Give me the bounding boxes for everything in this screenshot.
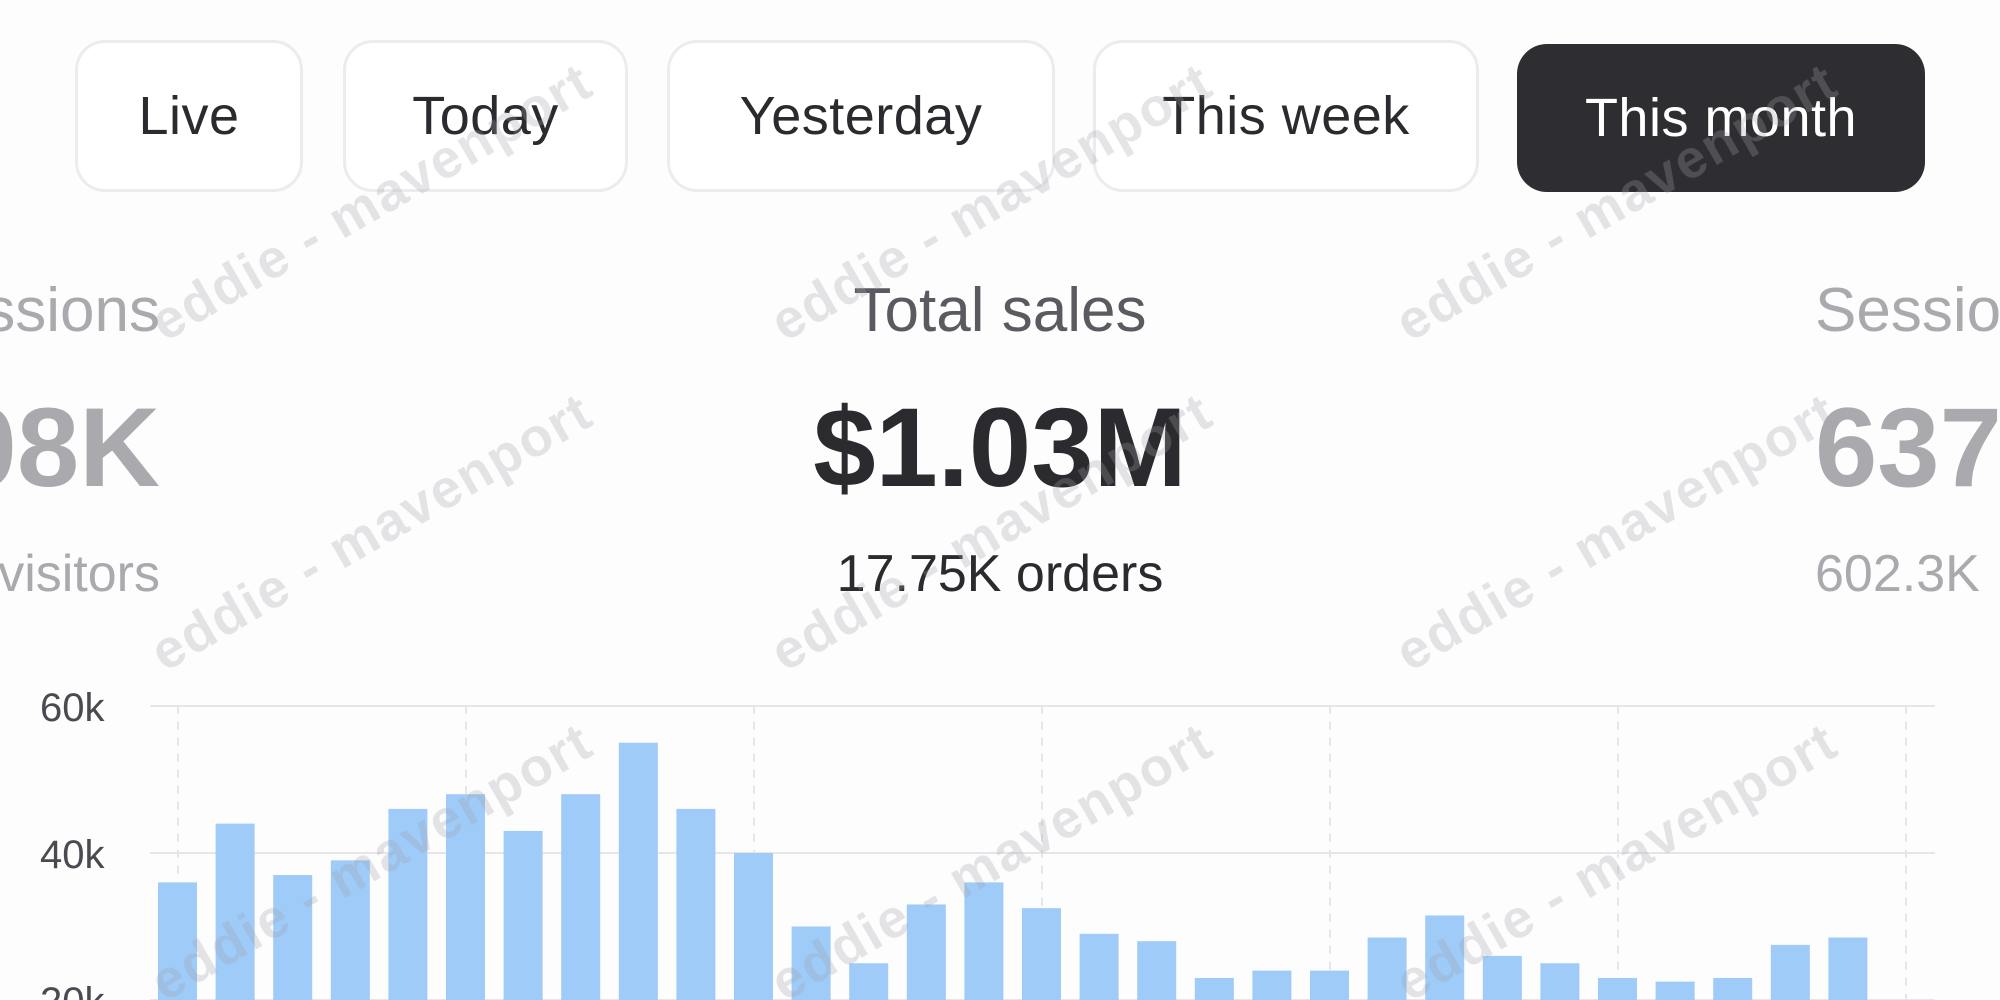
chart-bar[interactable] bbox=[215, 823, 255, 1000]
chart-bar[interactable] bbox=[1598, 977, 1637, 1000]
chart-bar[interactable] bbox=[388, 808, 428, 1000]
chart-bar[interactable] bbox=[1194, 977, 1234, 1000]
filter-live-button[interactable]: Live bbox=[75, 40, 303, 192]
stat-card-sessions-next[interactable]: Sessio 637 602.3K bbox=[1815, 276, 2000, 603]
stat-subvalue: 17.75K orders bbox=[836, 545, 1164, 603]
chart-bar[interactable] bbox=[964, 882, 1004, 1000]
stat-value: 08K bbox=[0, 385, 160, 510]
y-tick-label: 20k bbox=[40, 980, 105, 1000]
chart-bar[interactable] bbox=[273, 875, 313, 1000]
chart-bar[interactable] bbox=[503, 830, 543, 1000]
chart-bar[interactable] bbox=[906, 904, 946, 1000]
y-tick-label: 40k bbox=[40, 833, 105, 877]
stat-subvalue: 602.3K bbox=[1815, 545, 1980, 603]
chart-bar[interactable] bbox=[446, 794, 485, 1000]
chart-bar[interactable] bbox=[1482, 955, 1522, 1000]
chart-bar[interactable] bbox=[158, 882, 197, 1000]
chart-bar[interactable] bbox=[1770, 944, 1810, 1000]
sales-bar-chart: 60k 40k 20k bbox=[40, 686, 1935, 1000]
stat-label: ssions bbox=[0, 276, 160, 345]
stat-label: Sessio bbox=[1815, 276, 2000, 345]
chart-bar[interactable] bbox=[1137, 941, 1177, 1000]
chart-bar[interactable] bbox=[561, 794, 601, 1000]
chart-bar[interactable] bbox=[849, 963, 889, 1000]
chart-bar[interactable] bbox=[1655, 981, 1695, 1000]
stat-card-sessions-prev[interactable]: ssions 08K visitors bbox=[0, 276, 160, 603]
chart-bar[interactable] bbox=[676, 808, 716, 1000]
filter-today-button[interactable]: Today bbox=[343, 40, 628, 192]
chart-bar[interactable] bbox=[791, 926, 831, 1000]
chart-bar[interactable] bbox=[1713, 977, 1753, 1000]
chart-bar[interactable] bbox=[1310, 970, 1349, 1000]
chart-bar[interactable] bbox=[1252, 970, 1292, 1000]
filter-this-month-button[interactable]: This month bbox=[1517, 44, 1925, 192]
chart-bar[interactable] bbox=[330, 860, 370, 1000]
filter-this-week-button[interactable]: This week bbox=[1093, 40, 1479, 192]
chart-bar[interactable] bbox=[1367, 937, 1407, 1000]
stat-value: 637 bbox=[1815, 385, 2000, 510]
chart-bar[interactable] bbox=[734, 853, 773, 1000]
chart-bar[interactable] bbox=[1079, 933, 1119, 1000]
chart-bar[interactable] bbox=[1022, 908, 1061, 1000]
watermark: eddie - mavenport bbox=[1385, 381, 1848, 683]
watermark: eddie - mavenport bbox=[140, 381, 603, 683]
chart-bar[interactable] bbox=[1425, 915, 1465, 1000]
chart-bar[interactable] bbox=[618, 742, 658, 1000]
stat-label: Total sales bbox=[853, 276, 1147, 345]
stat-subvalue: visitors bbox=[0, 545, 160, 603]
stat-value: $1.03M bbox=[813, 385, 1187, 510]
filter-yesterday-button[interactable]: Yesterday bbox=[667, 40, 1055, 192]
chart-bar[interactable] bbox=[1540, 963, 1580, 1000]
chart-bar[interactable] bbox=[1828, 937, 1868, 1000]
y-tick-label: 60k bbox=[40, 686, 105, 730]
stat-card-total-sales[interactable]: Total sales $1.03M 17.75K orders bbox=[720, 276, 1280, 603]
